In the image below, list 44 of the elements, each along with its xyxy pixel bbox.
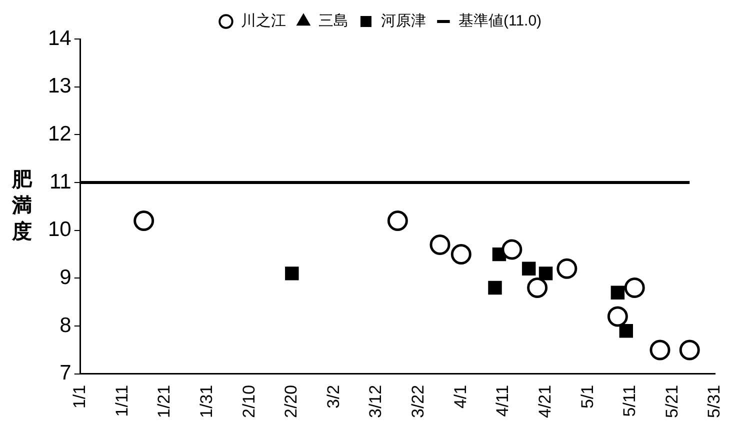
y-tick-label: 12 — [48, 122, 72, 146]
x-tick-label: 1/31 — [196, 384, 216, 418]
y-tick-label: 8 — [60, 314, 72, 337]
point — [619, 324, 634, 338]
x-tick-label: 2/10 — [239, 384, 258, 418]
y-tick-label: 7 — [60, 362, 72, 385]
point — [387, 210, 408, 232]
y-tick-label: 13 — [48, 74, 72, 98]
x-tick-label: 3/12 — [366, 384, 386, 418]
legend-label: 基準値(11.0) — [458, 12, 542, 30]
point — [522, 262, 536, 276]
x-tick-label: 5/21 — [662, 384, 682, 418]
point — [450, 244, 472, 265]
x-tick-label: 1/11 — [112, 384, 132, 417]
legend-label: 河原津 — [380, 12, 426, 30]
point — [488, 280, 502, 295]
x-tick-label: 1/1 — [70, 384, 90, 409]
point — [624, 278, 645, 298]
x-tick-label: 2/20 — [282, 384, 301, 418]
x-tick-label: 5/31 — [704, 384, 724, 418]
legend-label: 川之江 — [240, 12, 286, 30]
x-tick-label: 3/22 — [408, 384, 428, 418]
x-tick-label: 5/11 — [620, 384, 640, 417]
y-tick-label: 9 — [60, 266, 72, 290]
point — [650, 340, 670, 360]
point — [527, 278, 548, 298]
point — [502, 239, 522, 260]
point — [538, 266, 553, 280]
x-tick-label: 4/21 — [535, 384, 554, 418]
x-tick-label: 4/11 — [493, 384, 512, 417]
point — [430, 234, 450, 255]
point — [556, 258, 578, 279]
y-tick-label: 14 — [48, 26, 72, 50]
point — [610, 286, 625, 300]
y-tick-label: 11 — [50, 170, 72, 194]
x-tick-label: 1/21 — [154, 384, 174, 418]
point — [607, 306, 628, 327]
y-axis-title: 肥満度 — [11, 168, 33, 243]
legend-label: 三島 — [318, 12, 348, 30]
y-tick-label: 10 — [48, 218, 72, 242]
point — [679, 340, 700, 360]
x-tick-label: 3/2 — [324, 384, 343, 409]
x-tick-label: 4/1 — [450, 384, 470, 409]
x-tick-label: 5/1 — [578, 384, 597, 409]
